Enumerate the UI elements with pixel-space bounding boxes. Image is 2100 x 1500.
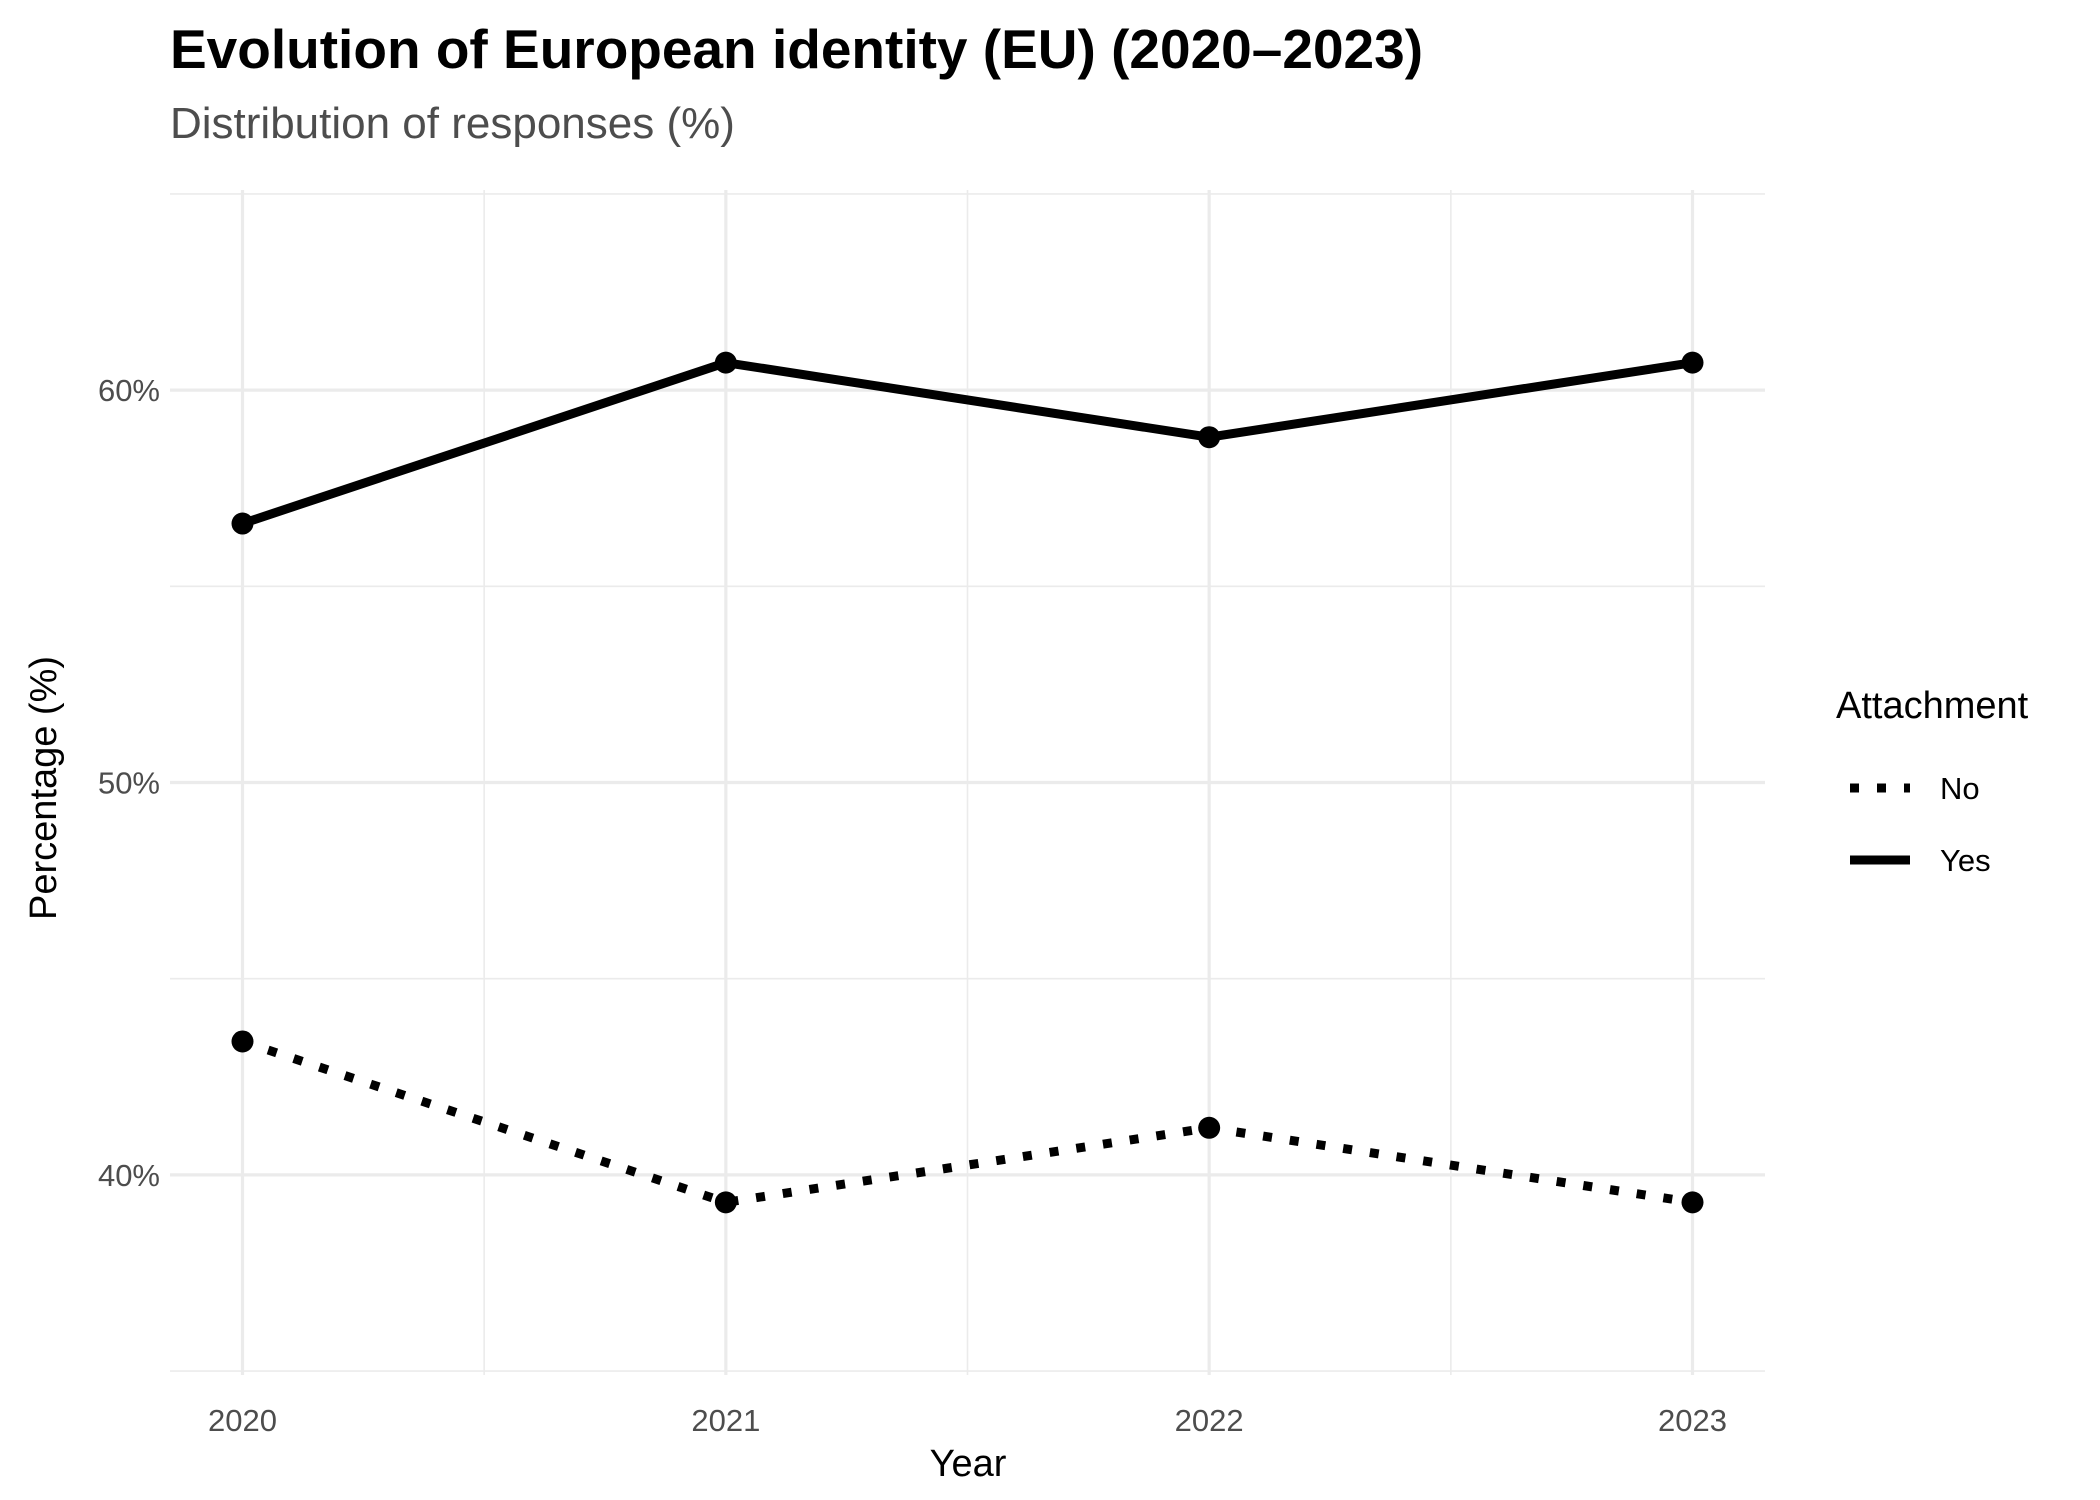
data-point-yes	[1198, 426, 1221, 449]
axis-labels: 40% 50% 60% 2020 2021 2022 2023	[98, 373, 1727, 1438]
gridlines	[170, 190, 1765, 1375]
x-tick-label: 2021	[691, 1403, 760, 1438]
legend-items: No Yes	[1850, 771, 1991, 878]
data-point-no	[714, 1191, 737, 1214]
y-axis-title: Percentage (%)	[23, 656, 65, 920]
legend: Attachment No Yes	[1836, 685, 2029, 878]
x-tick-label: 2022	[1175, 1403, 1244, 1438]
data-point-no	[1681, 1191, 1704, 1214]
chart-subtitle: Distribution of responses (%)	[170, 99, 735, 148]
x-tick-label: 2023	[1658, 1403, 1727, 1438]
data-point-yes	[1681, 351, 1704, 374]
data-point-no	[231, 1030, 254, 1053]
series-line-yes	[241, 358, 1694, 528]
legend-label-no: No	[1940, 771, 1980, 806]
chart-title: Evolution of European identity (EU) (202…	[170, 18, 1423, 80]
data-point-yes	[231, 512, 254, 535]
data-point-yes	[714, 351, 737, 374]
x-tick-label: 2020	[208, 1403, 277, 1438]
y-tick-label: 50%	[98, 766, 160, 801]
legend-title: Attachment	[1836, 685, 2029, 727]
series-layer	[231, 351, 1704, 1214]
x-axis-title: Year	[930, 1443, 1007, 1485]
series-line-no	[241, 1037, 1694, 1207]
y-tick-label: 60%	[98, 373, 160, 408]
data-point-no	[1198, 1116, 1221, 1139]
y-tick-label: 40%	[98, 1158, 160, 1193]
legend-label-yes: Yes	[1940, 843, 1991, 878]
